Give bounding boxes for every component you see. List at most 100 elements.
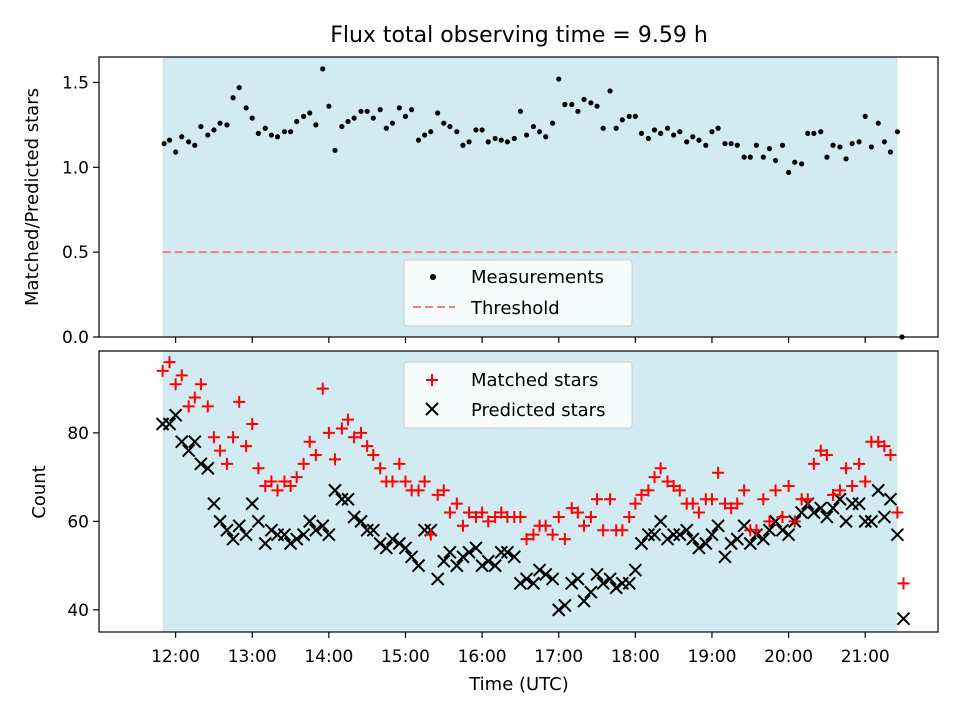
matched-star-point	[571, 506, 584, 519]
predicted-star-point	[354, 514, 368, 529]
measurement-point	[626, 113, 632, 119]
measurement-point	[562, 101, 568, 108]
measurement-point	[632, 113, 638, 119]
measurement-point	[224, 122, 230, 128]
ratio-panel: 0.0 0.5 1.0 1.5 Matched/Predicted stars Mea…	[22, 56, 939, 348]
predicted-star-point	[820, 510, 834, 524]
predicted-star-point	[188, 435, 202, 449]
measurement-point	[281, 129, 288, 135]
matched-star-point	[833, 484, 846, 497]
matched-star-point	[635, 488, 648, 501]
matched-star-point	[163, 356, 176, 369]
x-tick-label: 15:00	[381, 647, 430, 667]
matched-star-point	[527, 528, 540, 541]
matched-star-point	[757, 493, 770, 506]
matched-star-point	[807, 457, 820, 470]
measurement-point	[249, 115, 255, 121]
matched-star-point	[278, 475, 291, 488]
predicted-star-point	[545, 572, 560, 586]
predicted-star-point	[839, 514, 853, 529]
predicted-star-point	[226, 532, 240, 546]
predicted-star-point	[609, 581, 623, 595]
predicted-star-point	[507, 550, 521, 564]
measurement-point	[358, 108, 364, 114]
matched-star-point	[246, 418, 259, 431]
measurement-point	[217, 120, 223, 126]
measurement-point	[173, 149, 179, 155]
measurement-point	[396, 105, 402, 111]
matched-star-point	[891, 506, 904, 519]
measurement-point	[441, 120, 447, 126]
measurement-point	[741, 154, 747, 160]
predicted-star-point	[404, 550, 419, 564]
measurement-point	[887, 149, 894, 155]
measurement-point	[862, 113, 868, 119]
matched-star-point	[361, 440, 374, 453]
matched-star-point	[431, 488, 444, 501]
matched-star-point	[316, 382, 329, 395]
measurement-point	[332, 147, 338, 153]
measurement-point	[179, 134, 185, 140]
predicted-star-point	[494, 545, 508, 560]
measurement-point	[192, 142, 198, 148]
y-tick-label: 40	[67, 601, 89, 621]
matched-star-point	[604, 493, 617, 506]
matched-star-point	[463, 506, 476, 519]
measurement-point	[504, 139, 510, 145]
matched-star-point	[201, 400, 214, 413]
x-tick-label: 21:00	[841, 647, 890, 667]
matched-star-point	[686, 497, 699, 510]
predicted-star-point	[283, 536, 298, 551]
x-axis-label: Time (UTC)	[468, 674, 569, 695]
matched-star-point	[552, 510, 565, 523]
matched-star-point	[175, 369, 188, 382]
predicted-star-point	[877, 510, 892, 524]
matched-star-point	[731, 497, 744, 510]
matched-star-point	[648, 471, 661, 484]
matched-star-point	[393, 457, 406, 470]
predicted-star-point	[743, 536, 757, 551]
predicted-star-point	[565, 576, 579, 591]
predicted-star-point	[807, 505, 821, 520]
matched-star-point	[776, 510, 789, 523]
matched-star-point	[252, 462, 265, 475]
predicted-star-point	[289, 532, 304, 546]
predicted-star-point	[437, 554, 451, 568]
matched-star-point	[667, 479, 680, 492]
matched-star-point	[769, 484, 782, 497]
measurement-point	[161, 140, 167, 147]
measurement-point	[772, 157, 779, 164]
matched-star-point	[750, 524, 763, 537]
matched-star-point	[673, 484, 686, 497]
predicted-star-point	[341, 492, 355, 506]
predicted-star-point	[794, 505, 809, 520]
predicted-star-point	[762, 523, 777, 537]
predicted-star-point	[513, 576, 528, 591]
matched-star-point	[437, 484, 450, 497]
measurement-point	[766, 146, 773, 152]
measurement-point	[536, 129, 543, 135]
measurement-point	[485, 139, 491, 145]
matched-star-point	[705, 493, 718, 506]
predicted-star-point	[411, 558, 426, 573]
measurement-point	[875, 120, 881, 126]
predicted-star-point	[558, 598, 572, 613]
measurement-point	[728, 140, 734, 147]
matched-star-point	[782, 479, 795, 492]
predicted-star-point	[347, 510, 361, 524]
measurement-point	[320, 66, 326, 72]
matched-star-point	[290, 471, 303, 484]
matched-star-point	[367, 448, 380, 461]
matched-star-point	[374, 462, 387, 475]
predicted-star-point	[201, 461, 215, 475]
predicted-star-point	[883, 492, 898, 506]
predicted-star-point	[871, 483, 885, 498]
predicted-star-point	[711, 519, 725, 533]
predicted-star-point	[309, 523, 323, 537]
measurement-point	[198, 123, 204, 130]
measurement-point	[377, 107, 383, 113]
matched-star-point	[194, 378, 207, 391]
matched-star-point	[763, 515, 776, 528]
measurement-point	[792, 159, 798, 165]
measurement-point	[709, 129, 715, 135]
